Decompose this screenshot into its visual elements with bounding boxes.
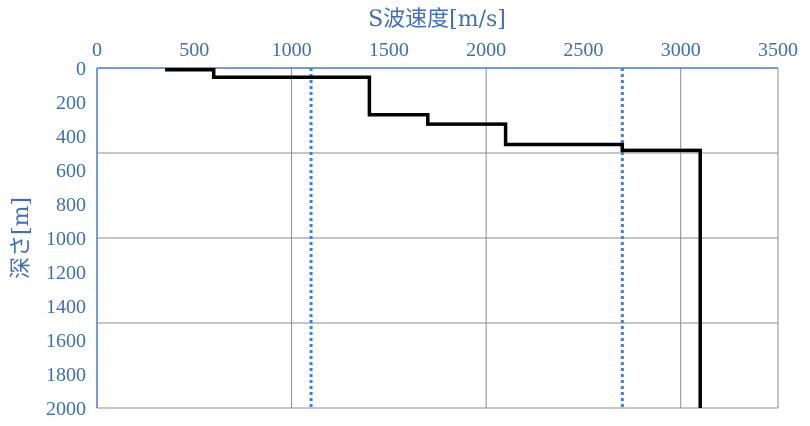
y-tick-label: 800 — [56, 194, 86, 216]
y-tick-label: 1600 — [46, 330, 86, 352]
y-tick-label: 1200 — [46, 262, 86, 284]
y-tick-label: 1800 — [46, 364, 86, 386]
x-tick-label: 1000 — [272, 39, 312, 61]
y-tick-label: 200 — [56, 92, 86, 114]
tick-labels: 0 500 1000 1500 2000 2500 3000 3500 0 200 400 600 80… — [46, 39, 798, 420]
y-tick-label: 2000 — [46, 398, 86, 420]
x-axis-title: S波速度[m/s] — [368, 7, 506, 32]
series-layer — [165, 67, 702, 408]
x-tick-label: 500 — [179, 39, 209, 61]
x-tick-label: 1500 — [369, 39, 409, 61]
grid-lines — [96, 67, 779, 409]
x-tick-label: 3500 — [758, 39, 798, 61]
y-tick-label: 600 — [56, 160, 86, 182]
x-tick-label: 0 — [92, 39, 102, 61]
y-tick-label: 400 — [56, 126, 86, 148]
velocity-profile-line — [165, 67, 702, 408]
x-tick-label: 2000 — [466, 39, 506, 61]
y-axis-title: 深さ[m] — [9, 197, 34, 279]
y-tick-label: 1000 — [46, 228, 86, 250]
x-tick-label: 3000 — [661, 39, 701, 61]
x-tick-label: 2500 — [563, 39, 603, 61]
y-tick-label: 0 — [76, 58, 86, 80]
y-tick-label: 1400 — [46, 296, 86, 318]
